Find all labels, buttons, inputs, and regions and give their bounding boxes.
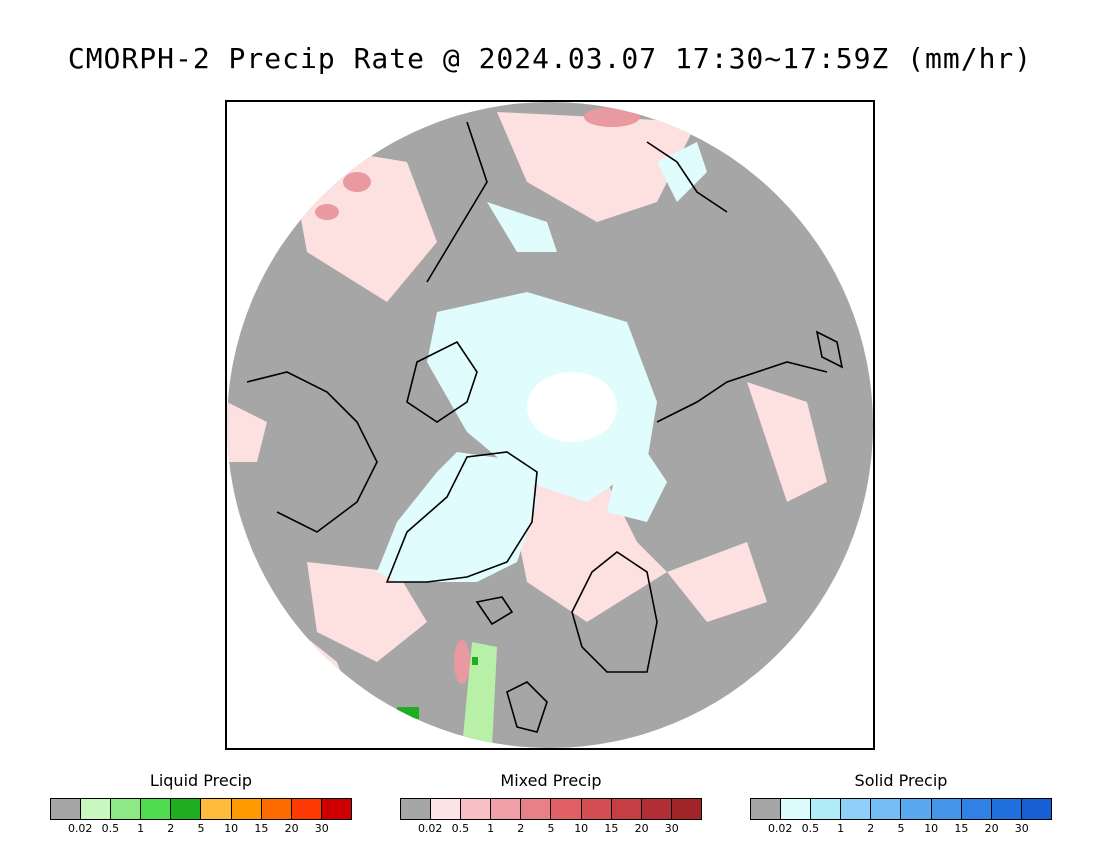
map-canvas [227, 102, 873, 748]
legend-mixed-tick-label: 2 [517, 822, 525, 835]
legend-mixed-tick-label: 0.02 [417, 822, 443, 835]
legend-liquid-tick-label: 20 [284, 822, 299, 835]
legend-liquid-ticks: 0.02 0.5 1 2 5 10 15 20 30 [50, 822, 352, 836]
legend-solid-swatch [751, 799, 782, 819]
legend-liquid-colorbar [50, 798, 352, 820]
map-title: CMORPH-2 Precip Rate @ 2024.03.07 17:30~… [67, 42, 1033, 75]
legend-mixed-tick-label: 5 [547, 822, 555, 835]
legend-mixed-colorbar [400, 798, 702, 820]
legend-liquid: Liquid Precip 0.02 0.5 1 2 5 10 15 20 30 [50, 770, 352, 836]
legend-mixed-swatch [461, 799, 492, 819]
legend-liquid-swatch [141, 799, 172, 819]
polar-precip-map[interactable] [225, 100, 875, 750]
legend-liquid-swatch [321, 799, 351, 819]
legend-liquid-tick-label: 1 [137, 822, 145, 835]
legend-liquid-tick-label: 0.02 [67, 822, 93, 835]
legend-solid-swatch [1021, 799, 1051, 819]
legend-solid: Solid Precip 0.02 0.5 1 2 5 10 15 20 30 [750, 770, 1052, 836]
legend-solid-title: Solid Precip [854, 771, 948, 790]
legend-mixed-swatch [551, 799, 582, 819]
legend-mixed-tick-label: 15 [604, 822, 619, 835]
legend-mixed-tick-label: 1 [487, 822, 495, 835]
legend-solid-swatch [961, 799, 992, 819]
legend-solid-tick-label: 20 [984, 822, 999, 835]
legend-solid-swatch [901, 799, 932, 819]
legend-mixed-tick-label: 0.5 [451, 822, 470, 835]
legend-solid-colorbar [750, 798, 1052, 820]
coastlines [246, 121, 844, 733]
no-data-center [527, 372, 617, 442]
legend-solid-tick-label: 10 [924, 822, 939, 835]
mixed-precip-moderate [315, 107, 640, 684]
legend-liquid-tick-label: 5 [197, 822, 205, 835]
legend-solid-tick-label: 0.5 [801, 822, 820, 835]
legend-mixed-swatch [641, 799, 672, 819]
legend-solid-swatch [991, 799, 1022, 819]
legend-solid-swatch [871, 799, 902, 819]
legend-mixed-swatch [491, 799, 522, 819]
legend-solid-tick-label: 5 [897, 822, 905, 835]
legend-solid-tick-label: 0.02 [767, 822, 793, 835]
legend-solid-tick-label: 30 [1014, 822, 1029, 835]
legend-liquid-tick-label: 10 [224, 822, 239, 835]
legend-mixed-swatch [401, 799, 432, 819]
legend-mixed-title: Mixed Precip [500, 771, 602, 790]
legend-liquid-swatch [81, 799, 112, 819]
legend-liquid-swatch [291, 799, 322, 819]
legend-mixed-swatch [431, 799, 462, 819]
legend-solid-swatch [931, 799, 962, 819]
legend-liquid-swatch [171, 799, 202, 819]
legend-mixed-tick-label: 10 [574, 822, 589, 835]
legend-mixed: Mixed Precip 0.02 0.5 1 2 5 10 15 20 30 [400, 770, 702, 836]
legend-liquid-swatch [51, 799, 82, 819]
legend-solid-tick-label: 2 [867, 822, 875, 835]
legend-liquid-tick-label: 0.5 [101, 822, 120, 835]
legend-liquid-swatch [231, 799, 262, 819]
legend-mixed-swatch [581, 799, 612, 819]
legend-solid-swatch [841, 799, 872, 819]
legend-mixed-swatch [521, 799, 552, 819]
legend-solid-swatch [781, 799, 812, 819]
legend-mixed-ticks: 0.02 0.5 1 2 5 10 15 20 30 [400, 822, 702, 836]
legend-mixed-tick-label: 30 [664, 822, 679, 835]
legend-liquid-title: Liquid Precip [149, 771, 253, 790]
legend-mixed-swatch [671, 799, 701, 819]
legend-solid-ticks: 0.02 0.5 1 2 5 10 15 20 30 [750, 822, 1052, 836]
legend-liquid-tick-label: 15 [254, 822, 269, 835]
legend-mixed-tick-label: 20 [634, 822, 649, 835]
legend-liquid-swatch [111, 799, 142, 819]
legend-liquid-swatch [201, 799, 232, 819]
legend-solid-tick-label: 1 [837, 822, 845, 835]
legend-liquid-tick-label: 2 [167, 822, 175, 835]
legend-liquid-tick-label: 30 [314, 822, 329, 835]
legend-liquid-swatch [261, 799, 292, 819]
legend-mixed-swatch [611, 799, 642, 819]
legend-solid-swatch [811, 799, 842, 819]
legend-solid-tick-label: 15 [954, 822, 969, 835]
